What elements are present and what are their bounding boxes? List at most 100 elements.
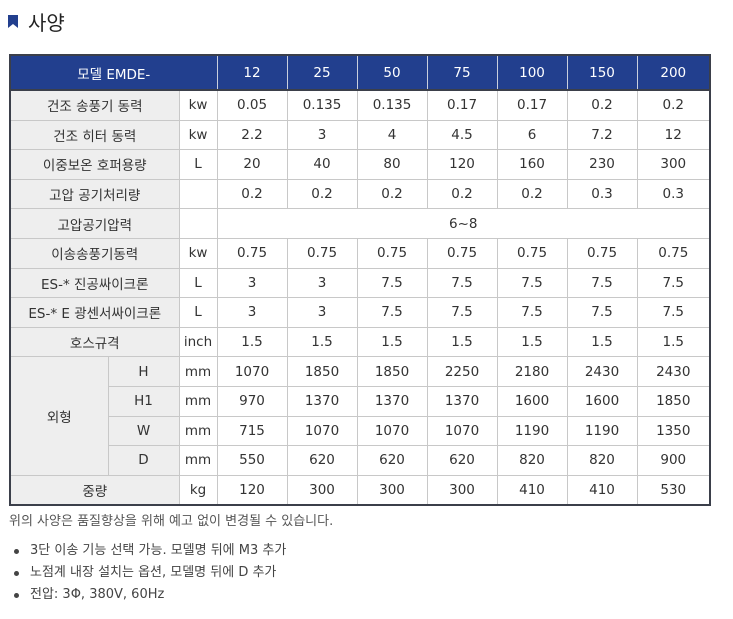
value-cell: 7.5 xyxy=(566,297,638,328)
value-cell: 300 xyxy=(286,474,358,506)
table-row: 중량 kg 120 300 300 300 410 410 530 xyxy=(9,474,711,506)
value-cell: 0.75 xyxy=(426,237,498,269)
value-cell: 12 xyxy=(636,119,711,151)
header-model: 모델 EMDE- xyxy=(10,55,218,91)
value-cell: 0.2 xyxy=(356,178,428,210)
dimension-sub-label: H1 xyxy=(107,385,180,417)
value-cell: 7.5 xyxy=(426,267,498,299)
dimension-sub-label: D xyxy=(107,445,180,476)
value-cell: 2250 xyxy=(426,356,498,387)
table-row: 건조 히터 동력 kw 2.2 3 4 4.5 6 7.2 12 xyxy=(9,119,711,151)
value-cell: 230 xyxy=(566,149,638,180)
value-cell: 0.05 xyxy=(216,89,288,121)
bullet-dot xyxy=(14,549,19,554)
value-cell: 1190 xyxy=(496,415,568,447)
value-cell: 3 xyxy=(216,267,288,299)
value-cell: 0.2 xyxy=(286,178,358,210)
row-label: 호스규격 xyxy=(9,326,180,358)
value-cell: 120 xyxy=(426,149,498,180)
unit-cell: kw xyxy=(178,89,218,121)
value-cell: 820 xyxy=(496,445,568,476)
row-label: 고압공기압력 xyxy=(9,208,180,239)
value-cell: 1.5 xyxy=(426,326,498,358)
value-cell: 7.5 xyxy=(496,267,568,299)
value-cell: 7.2 xyxy=(566,119,638,151)
value-cell: 3 xyxy=(216,297,288,328)
unit-cell: mm xyxy=(178,445,218,476)
value-cell: 0.2 xyxy=(566,89,638,121)
value-cell: 530 xyxy=(636,474,711,506)
value-cell: 1070 xyxy=(286,415,358,447)
unit-cell xyxy=(178,208,218,239)
value-cell: 4 xyxy=(356,119,428,151)
header-size: 150 xyxy=(566,55,638,91)
unit-cell: mm xyxy=(178,415,218,447)
header-size: 100 xyxy=(496,55,568,91)
value-cell: 0.3 xyxy=(636,178,711,210)
value-cell: 1850 xyxy=(636,385,711,417)
value-cell: 1070 xyxy=(216,356,288,387)
value-cell: 0.2 xyxy=(216,178,288,210)
value-cell: 620 xyxy=(356,445,428,476)
value-cell: 2430 xyxy=(636,356,711,387)
value-cell: 1070 xyxy=(356,415,428,447)
value-cell: 1.5 xyxy=(286,326,358,358)
value-cell: 20 xyxy=(216,149,288,180)
value-cell: 2430 xyxy=(566,356,638,387)
table-row: 이중보온 호퍼용량 L 20 40 80 120 160 230 300 xyxy=(9,149,711,180)
value-cell: 0.17 xyxy=(426,89,498,121)
table-row: 건조 송풍기 동력 kw 0.05 0.135 0.135 0.17 0.17 0.2 0.2 xyxy=(9,89,711,121)
table-row: 고압공기압력 6~8 xyxy=(9,208,711,239)
value-cell: 0.2 xyxy=(496,178,568,210)
value-cell: 2.2 xyxy=(216,119,288,151)
value-cell: 6 xyxy=(496,119,568,151)
table-row: ES-* E 광센서싸이크론 L 3 3 7.5 7.5 7.5 7.5 7.5 xyxy=(9,297,711,328)
value-cell: 1350 xyxy=(636,415,711,447)
row-label: 중량 xyxy=(9,474,180,506)
table-row: ES-* 진공싸이크론 L 3 3 7.5 7.5 7.5 7.5 7.5 xyxy=(9,267,711,299)
value-cell: 820 xyxy=(566,445,638,476)
value-cell: 300 xyxy=(356,474,428,506)
value-cell: 0.75 xyxy=(636,237,711,269)
value-cell: 620 xyxy=(286,445,358,476)
value-cell: 620 xyxy=(426,445,498,476)
table-row: 이송송풍기동력 kw 0.75 0.75 0.75 0.75 0.75 0.75 0.75 xyxy=(9,237,711,269)
dimension-sub-label: W xyxy=(107,415,180,447)
value-cell: 1850 xyxy=(286,356,358,387)
unit-cell: kg xyxy=(178,474,218,506)
row-label: 이송송풍기동력 xyxy=(9,237,180,269)
row-label: 건조 송풍기 동력 xyxy=(9,89,180,121)
unit-cell: kw xyxy=(178,119,218,151)
unit-cell: L xyxy=(178,297,218,328)
unit-cell: inch xyxy=(178,326,218,358)
value-cell: 7.5 xyxy=(426,297,498,328)
value-cell: 0.135 xyxy=(356,89,428,121)
header-size: 25 xyxy=(286,55,358,91)
feature-list: 3단 이송 기능 선택 가능. 모델명 뒤에 M3 추가 노점계 내장 설치는 옵… xyxy=(14,540,286,606)
table-row: H1 mm 970 1370 1370 1370 1600 1600 1850 xyxy=(10,385,711,417)
unit-cell xyxy=(178,178,218,210)
table-row: 고압 공기처리량 0.2 0.2 0.2 0.2 0.2 0.3 0.3 xyxy=(9,178,711,210)
value-cell: 1.5 xyxy=(636,326,711,358)
unit-cell: kw xyxy=(178,237,218,269)
list-item: 전압: 3Φ, 380V, 60Hz xyxy=(14,584,286,606)
value-cell: 1600 xyxy=(566,385,638,417)
dimension-label: 외형 xyxy=(9,356,109,476)
value-cell: 0.75 xyxy=(566,237,638,269)
unit-cell: L xyxy=(178,149,218,180)
row-label: ES-* 진공싸이크론 xyxy=(9,267,180,299)
value-cell: 4.5 xyxy=(426,119,498,151)
value-cell: 80 xyxy=(356,149,428,180)
list-item: 노점계 내장 설치는 옵션, 모델명 뒤에 D 추가 xyxy=(14,562,286,584)
unit-cell: mm xyxy=(178,356,218,387)
value-cell: 7.5 xyxy=(636,267,711,299)
dimension-sub-label: H xyxy=(107,356,180,387)
value-cell: 0.17 xyxy=(496,89,568,121)
header-size: 50 xyxy=(356,55,428,91)
value-cell: 2180 xyxy=(496,356,568,387)
table-row: 호스규격 inch 1.5 1.5 1.5 1.5 1.5 1.5 1.5 xyxy=(9,326,711,358)
value-cell: 120 xyxy=(216,474,288,506)
header-size: 12 xyxy=(216,55,288,91)
